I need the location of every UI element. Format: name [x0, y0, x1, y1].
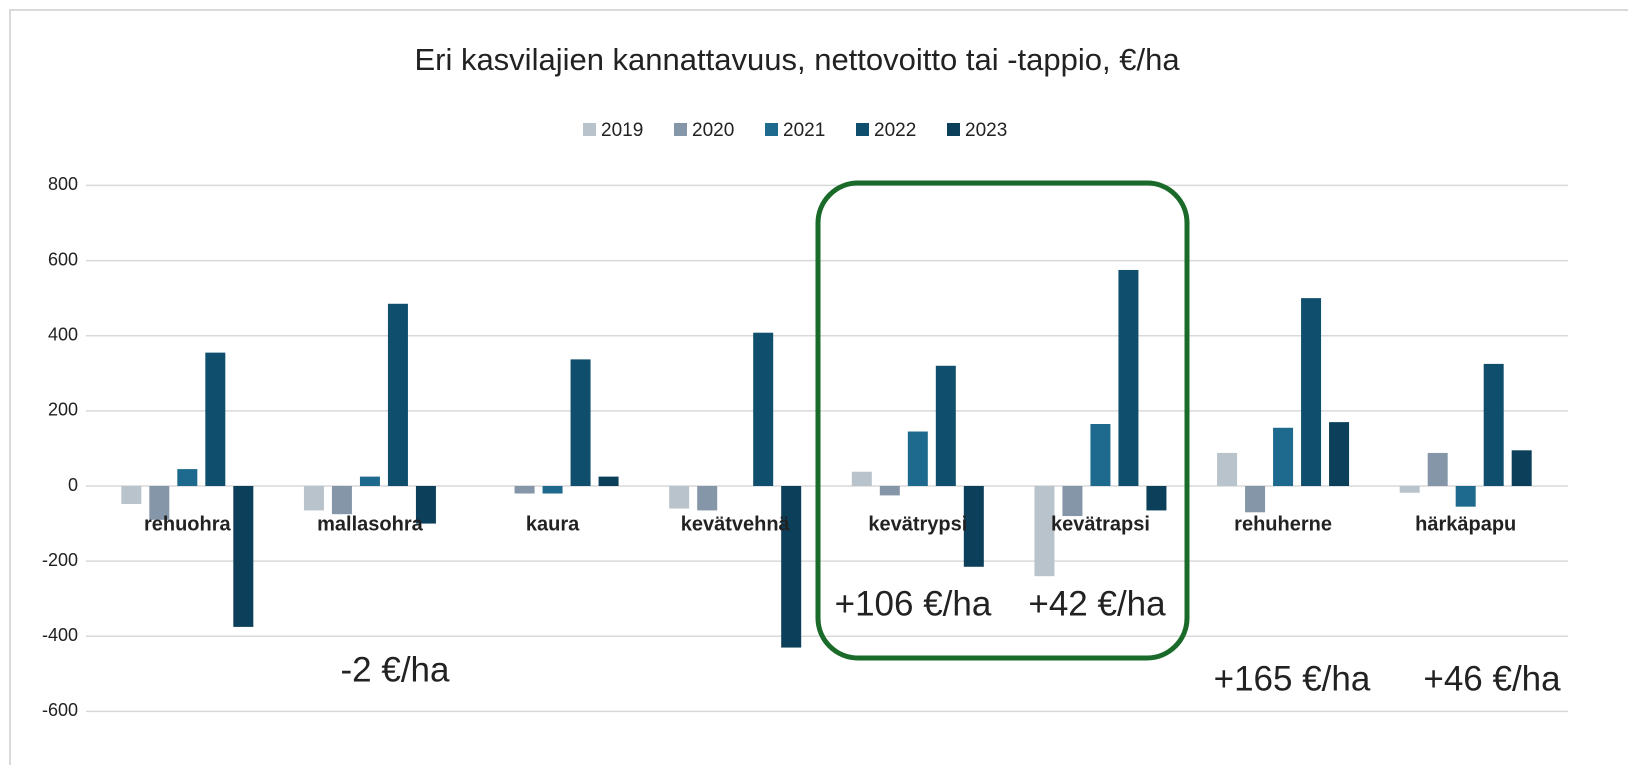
bar	[907, 431, 928, 486]
legend-swatch	[856, 123, 869, 136]
bar	[542, 486, 563, 494]
bar	[1090, 424, 1111, 486]
annotation: +42 €/ha	[1028, 584, 1166, 623]
legend-swatch	[583, 123, 596, 136]
x-tick-label: kevätrapsi	[1051, 513, 1150, 535]
bar	[1483, 363, 1504, 486]
x-tick-label: mallasohra	[317, 513, 423, 535]
bar	[1118, 269, 1139, 486]
bar	[851, 471, 872, 486]
y-tick-label: 0	[68, 475, 78, 495]
bar	[879, 486, 900, 496]
bar	[1273, 427, 1294, 486]
legend-label: 2023	[965, 120, 1007, 141]
bar	[1034, 486, 1055, 577]
bar	[598, 476, 619, 486]
legend-label: 2020	[692, 120, 734, 141]
y-tick-label: -400	[42, 625, 78, 645]
bar	[415, 486, 436, 524]
annotation: -2 €/ha	[341, 650, 450, 689]
x-tick-label: kevätrypsi	[868, 513, 967, 535]
x-tick-label: kevätvehnä	[681, 513, 791, 535]
bar	[387, 303, 408, 486]
bar	[205, 352, 226, 486]
bar	[177, 469, 198, 486]
chart-frame	[9, 9, 1628, 770]
y-tick-label: 600	[48, 249, 78, 269]
bar	[1399, 486, 1420, 493]
bar	[1146, 486, 1167, 511]
bar	[781, 486, 802, 648]
bar	[121, 486, 142, 505]
annotation: +106 €/ha	[835, 584, 992, 623]
legend-label: 2022	[874, 120, 916, 141]
bar	[233, 486, 254, 627]
annotation: +165 €/ha	[1214, 659, 1371, 698]
highlight-box	[815, 180, 1190, 661]
bar	[331, 486, 352, 515]
x-tick-label: rehuherne	[1234, 513, 1332, 535]
bar	[1427, 452, 1448, 486]
legend-swatch	[674, 123, 687, 136]
bar	[697, 486, 718, 511]
chart-title: Eri kasvilajien kannattavuus, nettovoitt…	[414, 42, 1180, 77]
bar	[963, 486, 984, 567]
bar	[1217, 452, 1238, 486]
annotation: +46 €/ha	[1423, 659, 1561, 698]
bar	[303, 486, 324, 511]
x-tick-label: rehuohra	[144, 513, 232, 535]
y-tick-label: -200	[42, 550, 78, 570]
x-tick-label: härkäpapu	[1415, 513, 1516, 535]
bar	[1511, 450, 1532, 486]
y-tick-label: 800	[48, 174, 78, 194]
bar	[570, 359, 591, 486]
bar	[359, 476, 380, 486]
x-tick-label: kaura	[526, 513, 580, 535]
bar	[669, 486, 690, 509]
bar	[753, 332, 774, 486]
bar	[149, 486, 170, 520]
bar	[1455, 486, 1476, 507]
y-tick-label: -600	[42, 700, 78, 720]
legend-label: 2019	[601, 120, 643, 141]
legend-label: 2021	[783, 120, 825, 141]
bar	[1329, 422, 1350, 486]
legend-swatch	[947, 123, 960, 136]
bar	[1062, 486, 1083, 517]
y-tick-label: 400	[48, 324, 78, 344]
bar	[935, 365, 956, 486]
bar	[1301, 298, 1322, 486]
y-tick-label: 200	[48, 400, 78, 420]
bar	[514, 486, 535, 494]
bar	[1245, 486, 1266, 513]
legend-swatch	[765, 123, 778, 136]
